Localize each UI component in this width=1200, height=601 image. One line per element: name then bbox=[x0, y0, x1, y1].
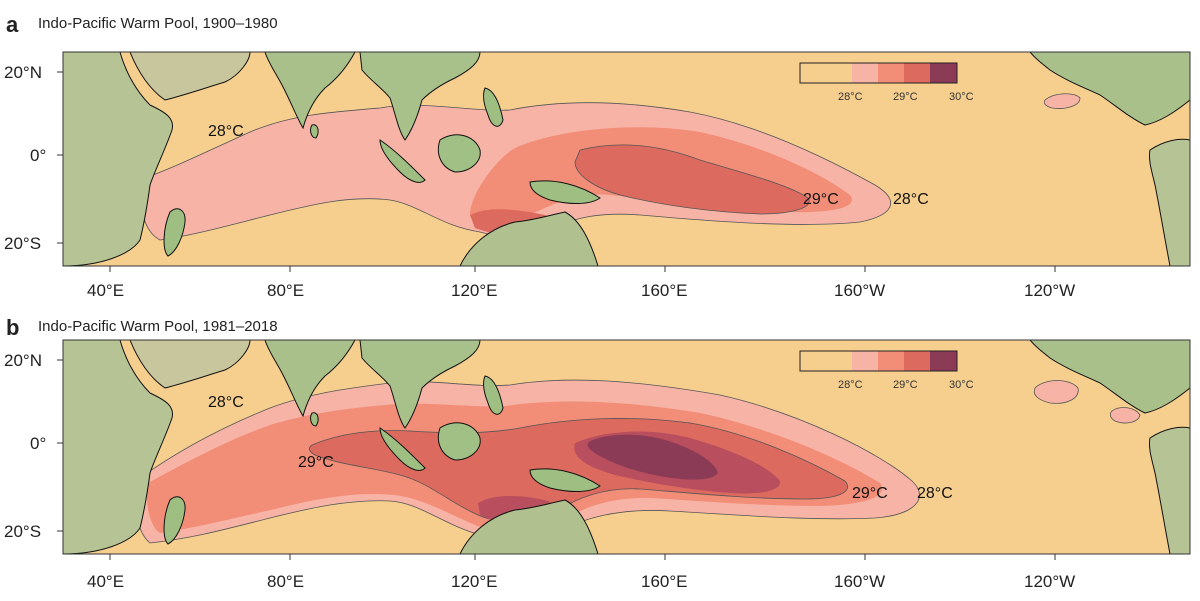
y-tick-marks bbox=[57, 359, 63, 532]
arabia bbox=[129, 52, 251, 101]
borneo bbox=[437, 134, 481, 173]
x-tick-label: 80°E bbox=[267, 281, 304, 300]
panel-title: Indo-Pacific Warm Pool, 1900–1980 bbox=[38, 15, 278, 32]
legend-label: 29°C bbox=[893, 379, 918, 391]
east-pacific-warm-patch bbox=[1033, 380, 1079, 404]
panel-letter: a bbox=[6, 12, 19, 37]
borneo bbox=[437, 422, 481, 461]
panel-a: a Indo-Pacific Warm Pool, 1900–1980 bbox=[0, 0, 1200, 300]
plot-frame bbox=[62, 339, 1191, 555]
x-tick-label: 120°W bbox=[1024, 281, 1075, 300]
x-tick-marks bbox=[109, 554, 1056, 560]
isotherm-29 bbox=[574, 144, 810, 215]
legend-frame bbox=[799, 350, 958, 372]
africa bbox=[63, 52, 174, 266]
south-america bbox=[1149, 138, 1190, 266]
land bbox=[63, 52, 1190, 266]
legend-swatch bbox=[800, 63, 852, 83]
panel-title: Indo-Pacific Warm Pool, 1981–2018 bbox=[38, 318, 278, 335]
y-tick-label: 20°S bbox=[4, 522, 41, 541]
arabia bbox=[129, 340, 251, 389]
color-legend: 28°C 29°C 30°C bbox=[799, 350, 974, 391]
new-guinea bbox=[529, 468, 601, 492]
sri-lanka bbox=[310, 124, 319, 139]
sumatra bbox=[379, 427, 426, 471]
madagascar bbox=[163, 496, 186, 545]
x-tick-label: 120°W bbox=[1024, 572, 1075, 591]
x-tick-label: 120°E bbox=[451, 281, 498, 300]
central-america bbox=[1029, 52, 1190, 126]
madagascar bbox=[163, 208, 186, 257]
east-pacific-warm-patch bbox=[1109, 407, 1141, 424]
contour-label: 28°C bbox=[917, 485, 953, 502]
contour-label: 28°C bbox=[208, 123, 244, 140]
philippines bbox=[483, 87, 504, 127]
x-tick-label: 120°E bbox=[451, 572, 498, 591]
panel-b: b Indo-Pacific Warm Pool, 1981–2018 bbox=[0, 303, 1200, 601]
y-tick-marks bbox=[57, 71, 63, 244]
x-tick-label: 160°E bbox=[641, 281, 688, 300]
india bbox=[264, 340, 356, 418]
panel-letter: b bbox=[6, 315, 20, 340]
y-tick-label: 20°S bbox=[4, 234, 41, 253]
legend-swatch bbox=[878, 351, 904, 371]
legend-swatch bbox=[800, 351, 852, 371]
se-asia bbox=[359, 52, 481, 141]
legend-swatch bbox=[904, 63, 930, 83]
x-tick-label: 160°W bbox=[834, 572, 885, 591]
contour-label: 28°C bbox=[208, 394, 244, 411]
x-tick-label: 80°E bbox=[267, 572, 304, 591]
x-tick-marks bbox=[109, 266, 1056, 272]
contour-label: 29°C bbox=[852, 485, 888, 502]
legend-label: 29°C bbox=[893, 91, 918, 103]
legend-swatch bbox=[852, 351, 878, 371]
y-tick-label: 0° bbox=[30, 434, 46, 453]
india bbox=[264, 52, 356, 130]
legend-swatch bbox=[878, 63, 904, 83]
contour-label: 28°C bbox=[893, 191, 929, 208]
south-america bbox=[1149, 426, 1190, 554]
new-guinea bbox=[529, 180, 601, 204]
legend-swatch bbox=[930, 63, 957, 83]
legend-label: 30°C bbox=[949, 379, 974, 391]
y-tick-label: 0° bbox=[30, 146, 46, 165]
legend-label: 28°C bbox=[838, 379, 863, 391]
africa bbox=[63, 340, 174, 554]
land bbox=[63, 340, 1190, 554]
x-tick-label: 160°E bbox=[641, 572, 688, 591]
legend-swatch bbox=[904, 351, 930, 371]
contour-label: 29°C bbox=[298, 454, 334, 471]
map-b: 20°N 0° 20°S 40°E 80°E 120°E 160°E 160°W… bbox=[4, 339, 1191, 591]
x-tick-label: 160°W bbox=[834, 281, 885, 300]
sumatra bbox=[379, 139, 426, 183]
australia bbox=[459, 499, 599, 554]
se-asia bbox=[359, 340, 481, 429]
legend-frame bbox=[799, 62, 958, 84]
map-a: 20°N 0° 20°S 40°E 80°E 120°E 160°E 160°W… bbox=[4, 51, 1191, 300]
y-tick-label: 20°N bbox=[4, 63, 42, 82]
y-tick-label: 20°N bbox=[4, 351, 42, 370]
plot-frame bbox=[62, 51, 1191, 267]
central-america bbox=[1029, 340, 1190, 414]
philippines bbox=[483, 375, 504, 415]
sri-lanka bbox=[310, 412, 319, 427]
legend-swatch bbox=[930, 351, 957, 371]
contour-label: 29°C bbox=[803, 191, 839, 208]
isotherm-30 bbox=[587, 434, 718, 480]
x-tick-label: 40°E bbox=[87, 572, 124, 591]
color-legend: 28°C 29°C 30°C bbox=[799, 62, 974, 103]
east-pacific-warm-patch bbox=[1043, 93, 1081, 109]
australia bbox=[459, 211, 599, 266]
legend-label: 28°C bbox=[838, 91, 863, 103]
legend-swatch bbox=[852, 63, 878, 83]
x-tick-label: 40°E bbox=[87, 281, 124, 300]
legend-label: 30°C bbox=[949, 91, 974, 103]
